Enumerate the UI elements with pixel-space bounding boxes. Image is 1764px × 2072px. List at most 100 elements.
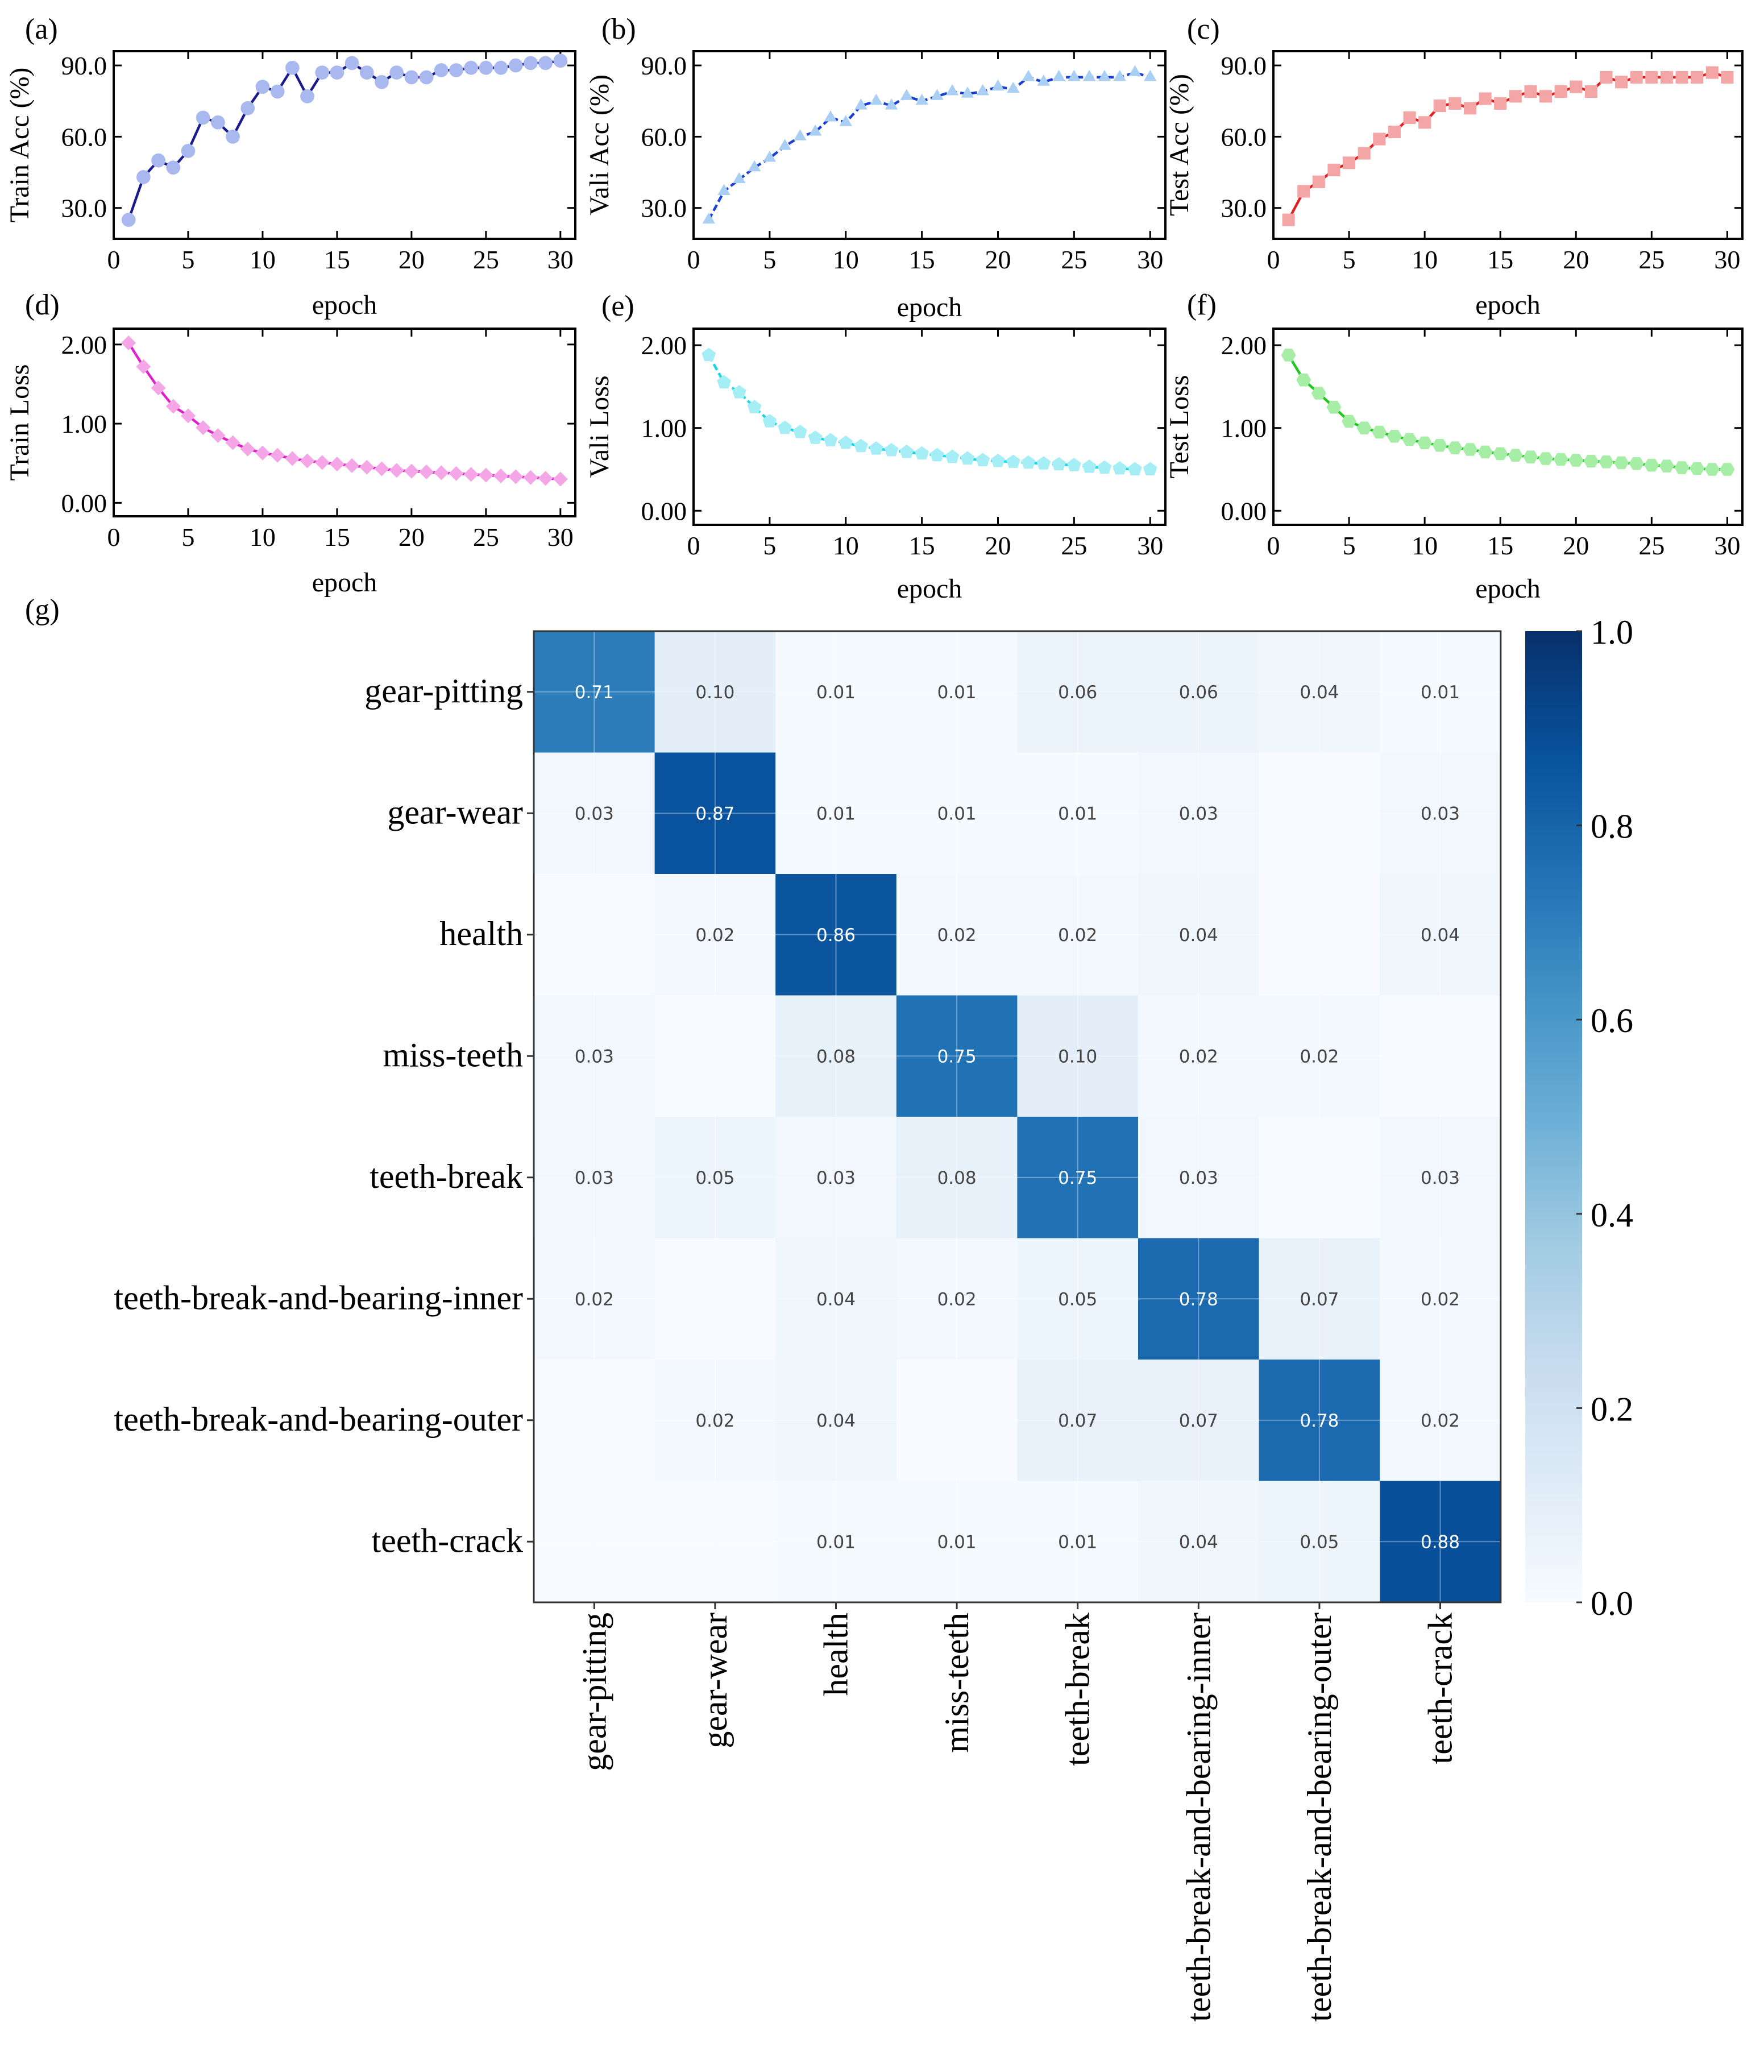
data-point [762, 414, 777, 428]
data-point [961, 86, 974, 98]
heatmap-cell [775, 1360, 897, 1482]
data-point [1417, 436, 1433, 450]
y-tick-label: 30.0 [61, 194, 107, 223]
row-label: health [439, 915, 523, 952]
cell-value-label: 0.02 [937, 925, 977, 946]
data-point [808, 430, 823, 444]
cell-value-label: 0.02 [1179, 1046, 1218, 1067]
data-point [1554, 85, 1567, 98]
cell-value-label: 0.01 [1058, 1532, 1097, 1552]
cell-value-label: 0.88 [1421, 1532, 1460, 1552]
cell-value-label: 0.10 [1058, 1046, 1097, 1067]
x-tick-label: 20 [399, 245, 425, 274]
x-tick-label: 15 [324, 245, 350, 274]
cell-value-label: 0.07 [1058, 1411, 1097, 1431]
heatmap-cell [1017, 1238, 1139, 1360]
x-tick-label: 5 [181, 523, 194, 552]
data-point [702, 212, 715, 224]
x-tick-label: 10 [1412, 531, 1438, 560]
cell-value-label: 0.78 [1179, 1289, 1218, 1309]
data-point [702, 347, 716, 362]
y-tick-label: 2.00 [1221, 331, 1267, 360]
y-axis-label: Train Loss [5, 364, 35, 481]
data-point [1463, 102, 1477, 115]
data-point [885, 98, 898, 110]
data-point [823, 433, 838, 446]
data-point [300, 453, 315, 469]
panel-b: (b) 0 5 10 15 20 25 30 30.0 60.0 90.0 epoch Vali Acc… [584, 13, 1167, 322]
data-point [463, 467, 479, 482]
data-point [1583, 454, 1599, 468]
data-point [1629, 457, 1644, 470]
x-tick-label: 20 [1563, 245, 1589, 274]
x-tick-label: 30 [1714, 531, 1740, 560]
data-point [1479, 92, 1492, 105]
column-label: teeth-break-and-bearing-inner [1180, 1613, 1217, 2022]
data-point [478, 467, 493, 483]
x-tick-label: 15 [324, 523, 350, 552]
heatmap-cell [534, 1117, 655, 1239]
x-tick-label: 0 [107, 523, 121, 552]
data-point [329, 457, 345, 472]
data-point [884, 443, 899, 457]
heatmap-cell [896, 631, 1018, 753]
heatmap-cell [1259, 1360, 1380, 1482]
data-point [991, 453, 1005, 467]
x-tick-label: 0 [1267, 245, 1280, 274]
data-point [419, 465, 434, 479]
data-point [1387, 430, 1402, 443]
x-tick-label: 5 [181, 245, 194, 274]
heatmap-cell [1259, 752, 1380, 875]
cell-value-label: 0.02 [1421, 1289, 1460, 1309]
data-point [538, 471, 553, 486]
data-point [1082, 69, 1096, 81]
heatmap-cell [1138, 1117, 1260, 1239]
data-point [915, 446, 929, 460]
data-point [1144, 69, 1157, 81]
data-point [1343, 156, 1356, 169]
heatmap-cell [896, 874, 1018, 996]
data-point [793, 425, 807, 438]
x-tick-label: 20 [399, 523, 425, 552]
y-tick-label: 30.0 [641, 194, 687, 223]
data-point [479, 60, 493, 75]
data-point [374, 461, 389, 476]
data-point [1128, 462, 1142, 475]
panel-f: (f) 0 5 10 15 20 25 30 0.00 1.00 2.00 epoch Test Los… [1164, 289, 1744, 604]
data-point [869, 441, 883, 455]
heatmap-cell [654, 1481, 776, 1603]
heatmap-cell [534, 752, 655, 875]
heatmap-cell [1259, 1117, 1380, 1239]
x-tick-label: 10 [833, 531, 859, 560]
data-point [1508, 449, 1523, 462]
data-point [717, 184, 730, 195]
data-point [1311, 387, 1326, 400]
heatmap-cell [534, 995, 655, 1117]
data-point [839, 435, 853, 449]
data-point [1568, 454, 1584, 467]
data-point [121, 213, 136, 227]
cell-value-label: 0.03 [1421, 803, 1460, 824]
x-tick-label: 0 [1267, 531, 1280, 560]
heatmap-cell [654, 1360, 776, 1482]
cell-value-label: 0.02 [1058, 925, 1097, 946]
heatmap-cell [654, 752, 776, 875]
data-point [1674, 461, 1690, 474]
data-point [375, 74, 389, 89]
data-point [976, 84, 989, 96]
data-point [778, 420, 792, 434]
heatmap-cell [775, 1481, 897, 1603]
cell-value-label: 0.04 [816, 1411, 856, 1431]
series-line [1287, 71, 1728, 221]
heatmap-cell [896, 1238, 1018, 1360]
heatmap-cell [1380, 1481, 1501, 1603]
data-point [419, 70, 434, 85]
heatmap-cell [1017, 1117, 1139, 1239]
data-point [1037, 74, 1051, 86]
panel-label: (c) [1187, 13, 1220, 45]
data-point [359, 459, 375, 475]
series-line [707, 354, 1151, 471]
y-tick-label: 0.00 [641, 496, 687, 525]
data-point [270, 84, 285, 99]
